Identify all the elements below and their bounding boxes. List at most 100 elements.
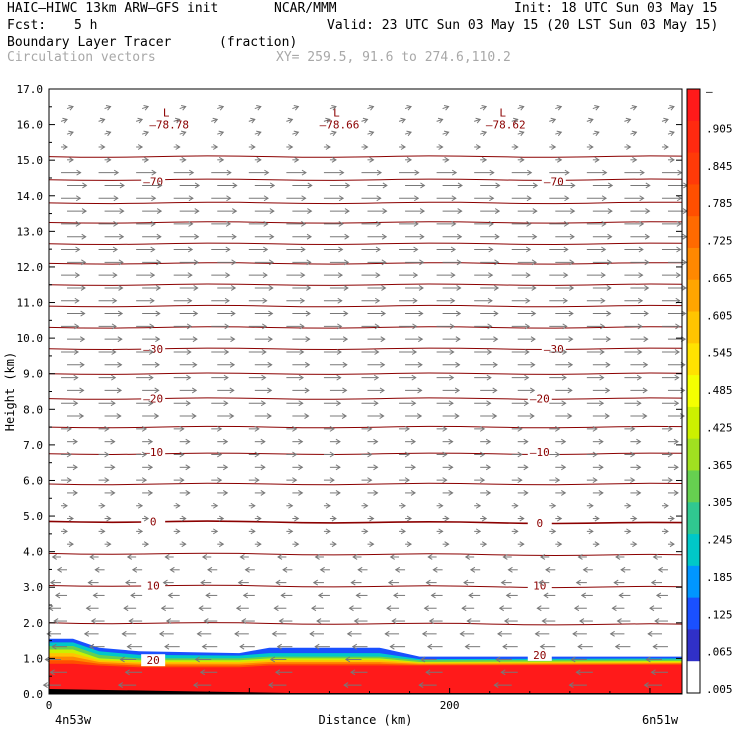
wind-vector [67,541,74,548]
wind-vector [624,117,632,124]
wind-vector [511,117,519,124]
wind-vector [615,554,625,560]
contour-label: –10 [530,446,550,459]
wind-vector [217,285,237,291]
wind-vector [549,349,568,355]
wind-vector [624,195,645,202]
wind-vector [179,182,201,189]
wind-vector [179,490,191,496]
wind-vector [142,361,160,368]
wind-vector [667,259,688,266]
wind-vector [480,233,500,240]
wind-vector [211,502,219,509]
wind-vector [89,554,99,560]
wind-vector [399,246,419,253]
wind-vector [286,117,294,124]
wind-vector [367,515,375,522]
y-tick-label: 8.0 [23,403,43,416]
wind-vector [104,413,122,419]
wind-vector [104,104,112,111]
wind-vector [104,490,116,496]
wind-vector [67,464,78,471]
colorbar-swatch [687,534,700,567]
wind-vector [60,117,68,124]
isotherm-line [48,304,683,308]
contour-label: –20 [530,393,550,406]
wind-vector [543,592,556,599]
wind-vector [652,643,668,650]
wind-vector [367,310,387,317]
wind-vector [98,117,106,124]
wind-vector [217,104,225,111]
wind-vector [314,554,324,560]
wind-vector [173,451,185,458]
wind-vector [242,592,255,599]
wind-vector [517,182,539,189]
wind-vector [661,477,673,484]
wind-vector [586,297,606,304]
wind-vector [361,246,381,253]
wind-vector [545,566,556,573]
wind-vector [568,682,587,689]
wind-vector [61,272,81,279]
colorbar-label: .905 [706,122,733,135]
wind-vector [361,117,369,124]
wind-vector [346,630,362,637]
wind-vector [98,323,117,330]
wind-vector [67,361,85,368]
wind-vector [464,554,475,560]
wind-vector [661,272,682,279]
wind-vector [436,374,455,381]
wind-vector [136,246,156,253]
wind-vector [275,579,287,586]
colorbar-swatch [687,629,700,662]
wind-vector [586,195,608,202]
wind-vector [136,272,156,279]
wind-vector [286,246,306,253]
wind-vector [579,618,593,624]
wind-vector [119,656,137,663]
wind-vector [361,220,382,227]
wind-vector [389,643,406,650]
y-tick-label: 6.0 [23,474,43,487]
wind-vector [164,643,180,650]
contour-label: 10 [147,579,160,592]
wind-vector [367,182,388,189]
wind-vector [549,425,561,432]
wind-vector [98,144,106,150]
wind-vector [217,233,237,240]
wind-vector [292,336,311,343]
low-value: –78.66 [320,119,360,132]
wind-vector [436,349,455,355]
wind-vector [425,669,443,676]
wind-vector [85,605,99,612]
wind-vector [309,630,324,637]
wind-vector [217,490,229,496]
wind-vector [586,477,598,484]
wind-vector [211,246,231,253]
wind-vector [329,285,349,291]
wind-vector [104,156,112,163]
wind-vector [555,413,573,419]
wind-vector [286,451,298,458]
wind-vector [323,144,331,150]
colorbar-label: .665 [706,272,733,285]
wind-vector [254,130,262,137]
x-axis-title: Distance (km) [319,713,413,727]
vector-label: Circulation vectors [7,50,156,65]
wind-vector [549,117,557,124]
wind-vector [248,451,260,458]
wind-vector [205,592,218,599]
colorbar-swatch [687,279,700,313]
isotherm-line [48,622,683,626]
wind-vector [442,259,462,266]
wind-vector [98,349,117,355]
wind-vector [582,566,593,573]
wind-vector [573,605,587,612]
wind-vector [624,272,644,279]
colorbar-label: .545 [706,347,733,360]
wind-vector [361,425,373,432]
contour-label: 0 [150,515,157,528]
wind-vector [474,117,482,124]
wind-vector [555,438,567,445]
